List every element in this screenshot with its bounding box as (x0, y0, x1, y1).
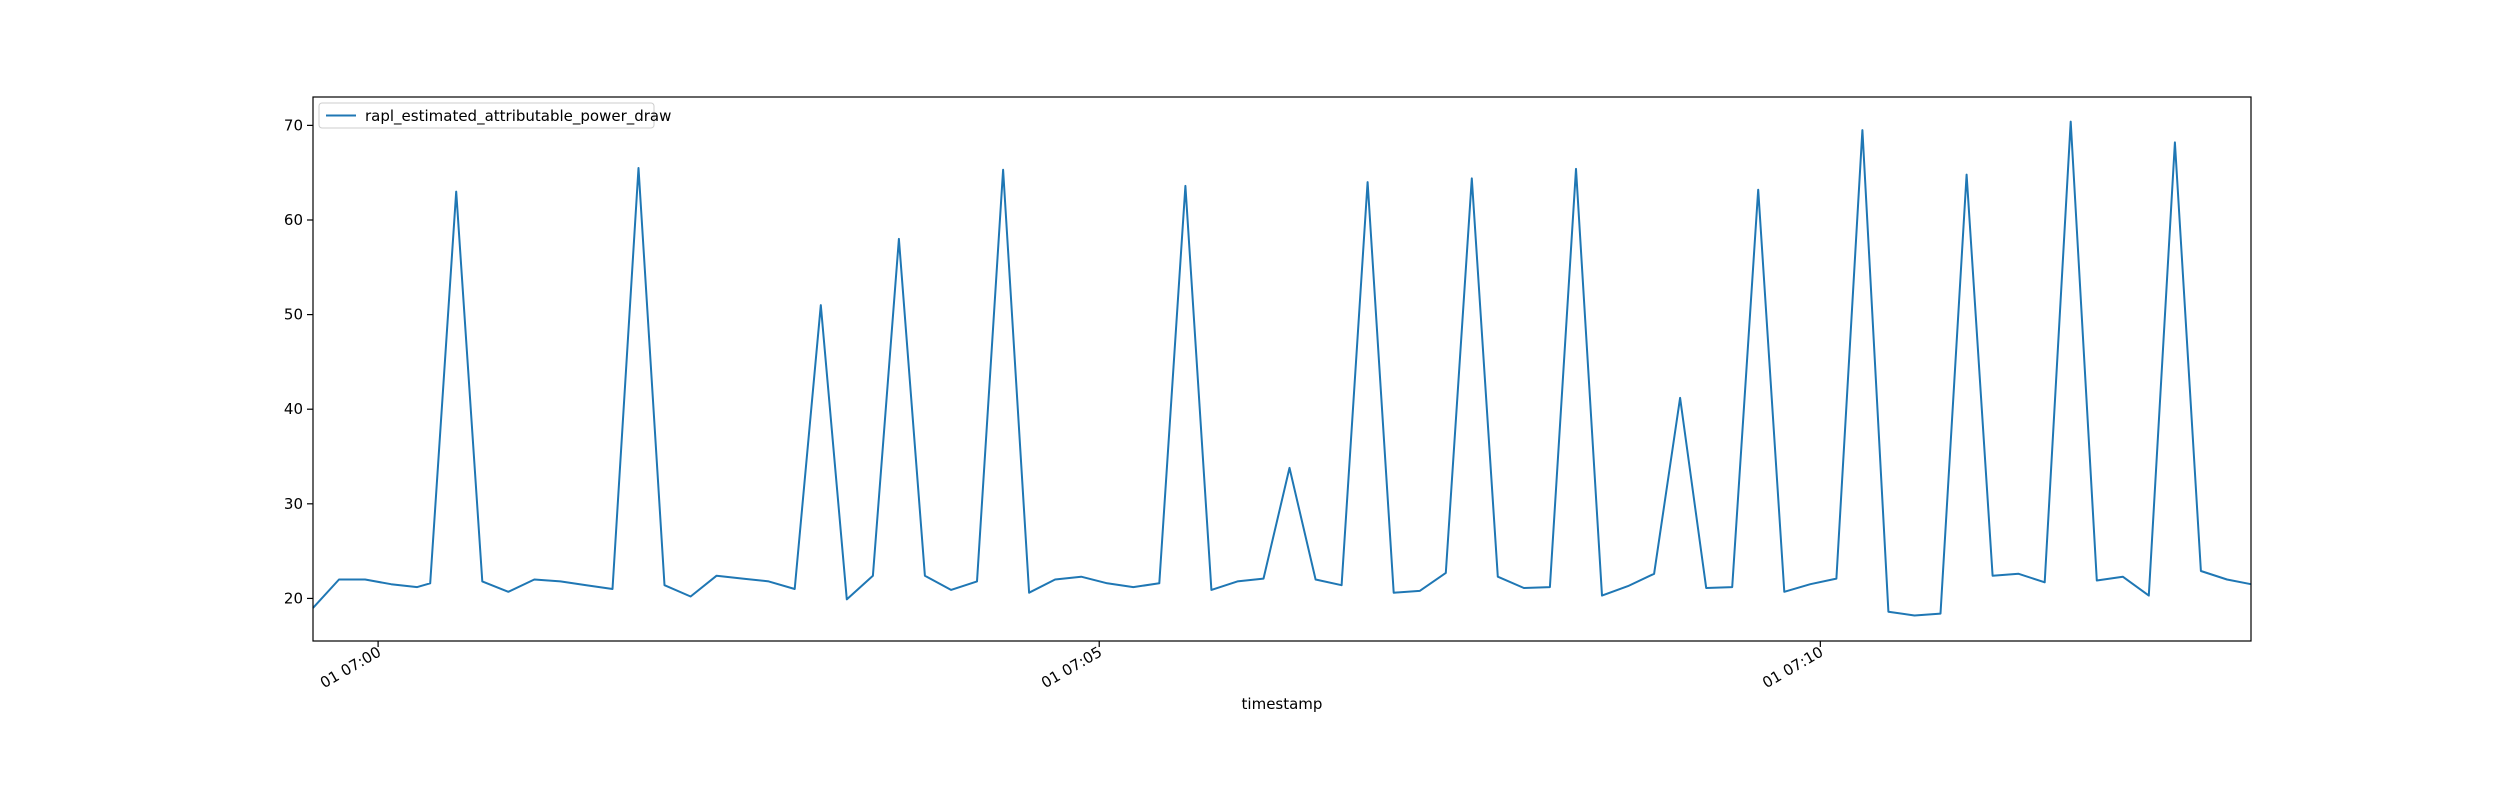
y-tick-label: 60 (284, 211, 303, 229)
legend-box (318, 102, 655, 129)
legend-label: rapl_estimated_attributable_power_draw (365, 107, 671, 126)
y-tick-label: 70 (284, 116, 303, 134)
y-tick-label: 50 (284, 306, 303, 324)
x-tick-label: 01 07:00 (317, 643, 384, 692)
plot-area (313, 97, 2251, 641)
legend: rapl_estimated_attributable_power_draw (318, 102, 671, 129)
x-axis: 01 07:00 01 07:05 01 07:10 (317, 641, 1826, 692)
x-tick-label: 01 07:05 (1038, 643, 1105, 692)
x-axis-title: timestamp (1242, 695, 1323, 713)
y-axis: 20 30 40 50 60 70 (284, 116, 313, 607)
series-layer (312, 120, 2252, 617)
y-tick-label: 20 (284, 589, 303, 607)
series-line-0 (312, 120, 2252, 617)
plot-frame (312, 96, 2252, 642)
y-tick-label: 40 (284, 400, 303, 418)
y-tick-label: 30 (284, 495, 303, 513)
x-tick-label: 01 07:10 (1759, 643, 1826, 692)
